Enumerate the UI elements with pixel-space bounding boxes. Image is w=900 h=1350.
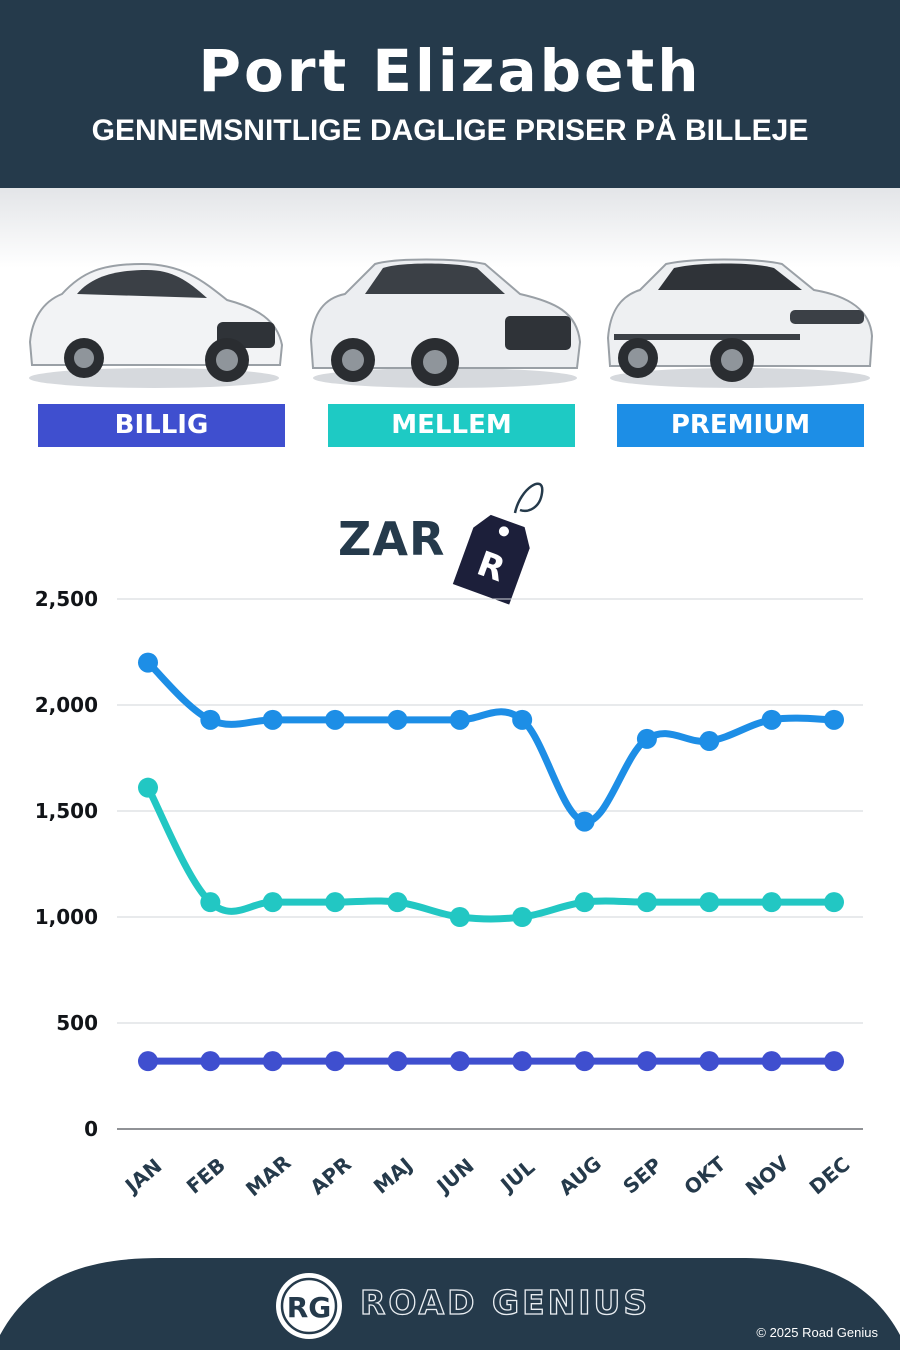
- header-shadow: [0, 188, 900, 268]
- premium-suv-image: [606, 258, 874, 388]
- x-tick-label: APR: [305, 1152, 355, 1200]
- data-point-premium: [325, 709, 346, 730]
- data-point-mellem: [574, 892, 595, 913]
- data-point-billig: [699, 1051, 720, 1072]
- price-tag-icon: R: [452, 482, 544, 605]
- x-tick-label: OKT: [679, 1151, 730, 1199]
- data-point-billig: [138, 1051, 158, 1072]
- data-point-billig: [574, 1051, 595, 1072]
- data-point-mellem: [699, 892, 720, 913]
- data-point-billig: [824, 1051, 844, 1072]
- x-tick-label: JUN: [431, 1153, 479, 1199]
- copyright-text: © 2025 Road Genius: [756, 1325, 878, 1340]
- data-point-billig: [325, 1051, 346, 1072]
- data-point-premium: [262, 709, 283, 730]
- logo-badge-text: RG: [287, 1291, 332, 1324]
- data-point-premium: [824, 709, 844, 730]
- x-tick-label: NOV: [741, 1150, 794, 1200]
- price-line-chart: 0 500 1,000 1,500 2,000 2,500 JAN FEB MAR APR MAJ…: [35, 587, 863, 1201]
- x-tick-label: SEP: [618, 1153, 666, 1199]
- data-point-premium: [636, 728, 657, 749]
- data-point-mellem: [512, 907, 533, 927]
- x-tick-label: AUG: [554, 1151, 606, 1200]
- data-point-mellem: [761, 892, 782, 913]
- data-point-premium: [449, 709, 470, 730]
- category-label-mellem: MELLEM: [328, 404, 575, 447]
- x-tick-label: FEB: [182, 1153, 230, 1199]
- data-point-billig: [200, 1051, 221, 1072]
- page-title: Port Elizabeth: [198, 37, 702, 105]
- category-label-billig: BILLIG: [38, 404, 285, 447]
- x-tick-label: JUL: [494, 1155, 539, 1198]
- midsize-suv-image: [309, 258, 582, 388]
- data-point-billig: [387, 1051, 408, 1072]
- data-point-mellem: [200, 892, 221, 913]
- data-point-billig: [636, 1051, 657, 1072]
- data-point-billig: [262, 1051, 283, 1072]
- data-point-billig: [761, 1051, 782, 1072]
- data-point-mellem: [138, 777, 158, 798]
- y-tick-label: 0: [84, 1117, 98, 1141]
- header-banner: Port Elizabeth GENNEMSNITLIGE DAGLIGE PR…: [0, 0, 900, 188]
- y-tick-label: 2,000: [35, 693, 98, 717]
- y-tick-label: 2,500: [35, 587, 98, 611]
- data-point-premium: [200, 709, 221, 730]
- x-tick-label: MAJ: [369, 1153, 417, 1199]
- x-tick-label: MAR: [241, 1150, 295, 1201]
- data-point-mellem: [387, 892, 408, 913]
- y-tick-label: 1,500: [35, 799, 98, 823]
- data-point-premium: [512, 709, 533, 730]
- economy-car-image: [28, 262, 284, 388]
- data-point-premium: [387, 709, 408, 730]
- footer-banner: [0, 1258, 900, 1350]
- data-point-mellem: [824, 892, 844, 913]
- data-point-premium: [574, 811, 595, 832]
- data-point-mellem: [636, 892, 657, 913]
- data-point-mellem: [449, 907, 470, 927]
- data-point-mellem: [262, 892, 283, 913]
- data-point-billig: [449, 1051, 470, 1072]
- y-tick-label: 500: [56, 1011, 98, 1035]
- page-subtitle: GENNEMSNITLIGE DAGLIGE PRISER PÅ BILLEJE: [91, 114, 809, 147]
- data-point-premium: [761, 709, 782, 730]
- data-point-premium: [699, 731, 720, 752]
- road-genius-logo-icon: RG: [276, 1273, 342, 1339]
- x-tick-label: JAN: [119, 1154, 166, 1199]
- data-point-mellem: [325, 892, 346, 913]
- series-line-premium: [144, 659, 838, 826]
- x-tick-label: DEC: [805, 1152, 855, 1199]
- data-point-premium: [138, 652, 158, 673]
- y-tick-label: 1,000: [35, 905, 98, 929]
- category-label-premium: PREMIUM: [617, 404, 864, 447]
- series-line-mellem: [144, 784, 838, 923]
- currency-code: ZAR: [338, 512, 446, 566]
- brand-name: ROAD GENIUS: [359, 1282, 651, 1322]
- data-point-billig: [512, 1051, 533, 1072]
